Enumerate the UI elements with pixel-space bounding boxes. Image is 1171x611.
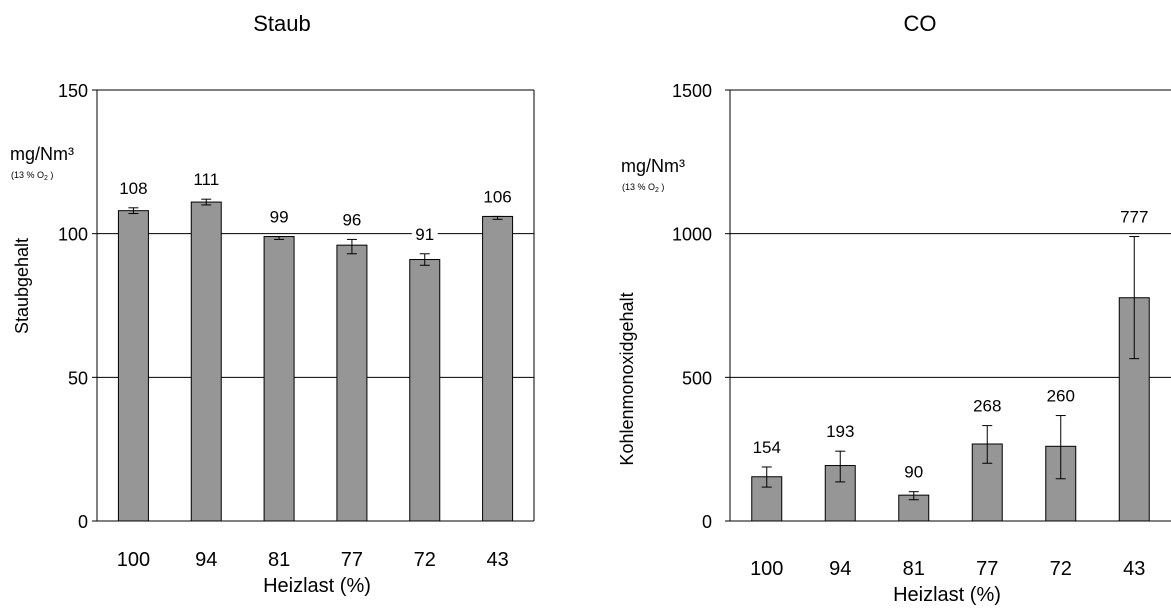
- co-data-label: 90: [904, 463, 923, 482]
- co-y-tick-label: 0: [702, 512, 712, 532]
- co-data-label-bg: [969, 395, 1006, 416]
- staub-bar: [190, 201, 222, 522]
- staub-bar: [482, 215, 514, 522]
- staub-data-label: 106: [483, 187, 511, 206]
- staub-data-label-bg: [188, 169, 225, 190]
- co-category-label: 81: [903, 558, 925, 580]
- co-data-label-bg: [1042, 385, 1079, 406]
- staub-data-label-bg: [411, 223, 438, 244]
- staub-data-label: 111: [193, 170, 219, 189]
- staub-category-label: 81: [268, 549, 290, 571]
- staub-y-tick-label: 0: [78, 512, 88, 532]
- staub-data-label: 108: [119, 179, 147, 198]
- co-x-axis-label: Heizlast (%): [893, 584, 1001, 606]
- staub-y-tick-label: 100: [58, 225, 88, 245]
- co-chart: CO mg/Nm³ (13 % O2 ) Kohlenmonoxidgehalt…: [617, 11, 1171, 606]
- staub-data-label: 99: [270, 208, 289, 227]
- staub-plot-area: 0 50 100 150 108 100 111 94 99 81 96 77 91 72 106 43: [58, 81, 535, 571]
- staub-chart: Staub mg/Nm³ (13 % O2 ) Staubgehalt Heiz…: [10, 11, 535, 597]
- staub-x-axis-label: Heizlast (%): [263, 575, 371, 597]
- staub-data-label-bg: [479, 186, 516, 207]
- co-category-label: 77: [976, 558, 998, 580]
- co-data-label-bg: [748, 436, 785, 457]
- staub-y-tick-label: 150: [58, 81, 88, 101]
- staub-unit-note: (13 % O2 ): [11, 170, 53, 182]
- co-chart-title: CO: [904, 11, 937, 36]
- staub-bar: [336, 244, 368, 522]
- staub-y-axis-label: Staubgehalt: [12, 238, 32, 334]
- co-y-tick-label: 1500: [672, 81, 712, 101]
- staub-chart-title: Staub: [253, 11, 311, 36]
- co-category-label: 100: [750, 558, 783, 580]
- staub-unit-label: mg/Nm³: [10, 144, 74, 164]
- staub-y-tick-label: 50: [68, 368, 88, 388]
- co-category-label: 43: [1123, 558, 1145, 580]
- staub-data-label-bg: [266, 206, 293, 227]
- co-y-axis-label: Kohlenmonoxidgehalt: [617, 292, 637, 465]
- staub-category-label: 77: [341, 549, 363, 571]
- co-unit-note: (13 % O2 ): [622, 182, 664, 194]
- co-data-label: 193: [826, 422, 854, 441]
- staub-category-label: 94: [195, 549, 217, 571]
- co-data-label-bg: [822, 421, 859, 442]
- co-data-label: 777: [1120, 208, 1148, 227]
- co-y-tick-label: 1000: [672, 225, 712, 245]
- co-plot-area: 0 500 1000 1500 154 100 193 94 90 81 268 77 260 72 777…: [672, 81, 1171, 580]
- co-data-label: 268: [973, 397, 1001, 416]
- co-y-tick-label: 500: [682, 368, 712, 388]
- co-category-label: 94: [829, 558, 851, 580]
- staub-bar: [409, 259, 441, 522]
- staub-category-label: 100: [117, 549, 150, 571]
- staub-category-label: 72: [414, 549, 436, 571]
- staub-bar: [117, 210, 149, 522]
- staub-data-label-bg: [338, 209, 365, 230]
- staub-category-label: 43: [486, 549, 508, 571]
- staub-bar: [263, 236, 295, 522]
- co-data-label-bg: [900, 461, 927, 482]
- co-data-label: 260: [1047, 387, 1075, 406]
- co-data-label: 154: [753, 438, 781, 457]
- staub-data-label-bg: [115, 177, 152, 198]
- co-data-label-bg: [1116, 206, 1153, 227]
- co-unit-label: mg/Nm³: [621, 156, 685, 176]
- staub-data-label: 96: [342, 210, 361, 229]
- co-category-label: 72: [1050, 558, 1072, 580]
- staub-data-label: 91: [415, 225, 434, 244]
